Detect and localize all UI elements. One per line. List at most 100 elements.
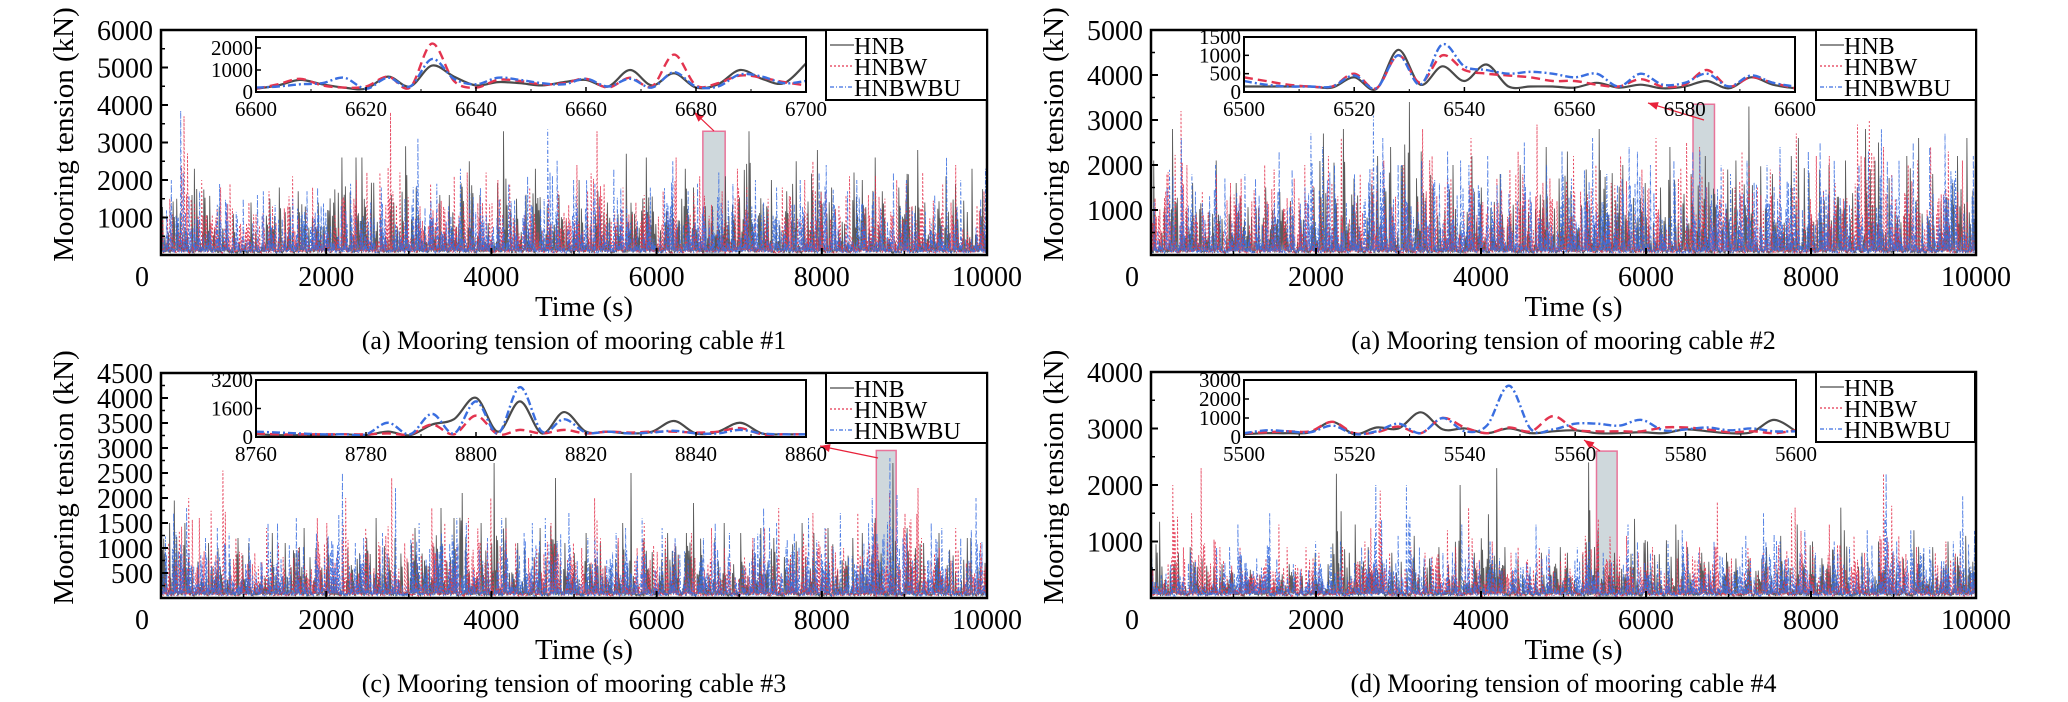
inset-x-tick-label: 6600	[1774, 97, 1816, 121]
panel-caption: (a) Mooring tension of mooring cable #2	[1351, 326, 1776, 355]
inset-y-tick-label: 1000	[1199, 43, 1241, 67]
inset-y-tick-label: 3000	[1199, 368, 1241, 392]
series-hnbw-line	[1151, 468, 1976, 598]
legend-label-hnbwbu: HNBWBU	[1844, 76, 1951, 102]
zoom-arrow-head	[820, 444, 831, 452]
y-tick-label: 3000	[1087, 106, 1143, 137]
legend-label-hnbwbu: HNBWBU	[1844, 418, 1951, 444]
zoom-arrow-head	[1648, 102, 1659, 110]
y-tick-label: 500	[111, 559, 153, 590]
inset-x-tick-label: 5500	[1223, 442, 1265, 466]
inset-x-tick-label: 6520	[1333, 97, 1375, 121]
x-tick-label: 8000	[1783, 262, 1839, 293]
y-axis-label: Mooring tension (kN)	[48, 350, 80, 605]
legend-label-hnbw: HNBW	[1844, 397, 1918, 423]
legend-label-hnb: HNB	[1844, 376, 1895, 402]
y-tick-label: 4000	[97, 91, 153, 122]
y-tick-label: 2000	[97, 166, 153, 197]
legend-box	[1815, 371, 1976, 443]
inset-x-tick-label: 8780	[345, 442, 387, 466]
panel-4: 0 2000 4000 6000 8000 100001000200030004000Ti…	[1038, 350, 2011, 698]
inset-background	[1244, 37, 1795, 92]
inset-y-tick-label: 2000	[1199, 387, 1241, 411]
x-tick-label: 10000	[952, 605, 1022, 636]
y-tick-label: 2000	[97, 484, 153, 515]
inset-x-tick-label: 6640	[455, 97, 497, 121]
legend-label-hnbw: HNBW	[1844, 55, 1918, 81]
zoom-arrow-head	[1584, 440, 1595, 449]
y-tick-label: 5000	[97, 54, 153, 85]
legend-box	[825, 372, 988, 444]
legend-label-hnbwbu: HNBWBU	[854, 419, 961, 445]
y-axis-label: Mooring tension (kN)	[1038, 7, 1070, 262]
inset-x-tick-label: 6540	[1443, 97, 1485, 121]
inset-series-hnbwbu-line	[1243, 43, 1796, 90]
inset-series-hnbwbu-line	[255, 57, 807, 90]
legend-box	[825, 29, 988, 101]
y-tick-label: 3000	[97, 434, 153, 465]
legend-label-hnb: HNB	[854, 377, 905, 403]
inset-x-tick-label: 6560	[1554, 97, 1596, 121]
inset-series-hnbwbu-line	[255, 385, 807, 437]
x-tick-label: 2000	[1288, 605, 1344, 636]
inset-x-tick-label: 5580	[1665, 442, 1707, 466]
series-hnbwbu-line	[1151, 115, 1976, 255]
x-tick-label: 2000	[298, 605, 354, 636]
inset-y-tick-label: 1600	[211, 397, 253, 421]
x-tick-label: 0	[135, 605, 149, 636]
inset-plot: 8760 8780 8800 8820 8840 8860 0 1600 3200	[211, 368, 827, 466]
x-tick-label: 2000	[1288, 262, 1344, 293]
series-hnbwbu-line	[161, 110, 987, 255]
y-tick-label: 2500	[97, 459, 153, 490]
inset-y-tick-label: 500	[1210, 62, 1242, 86]
x-tick-label: 8000	[794, 262, 850, 293]
inset-x-tick-label: 6680	[675, 97, 717, 121]
x-tick-label: 4000	[463, 262, 519, 293]
inset-x-tick-label: 8760	[235, 442, 277, 466]
panel-caption: (c) Mooring tension of mooring cable #3	[362, 669, 787, 698]
inset-y-tick-label: 2000	[211, 36, 253, 60]
inset-x-tick-label: 6500	[1223, 97, 1265, 121]
legend-box	[1815, 29, 1977, 101]
y-tick-label: 3500	[97, 409, 153, 440]
x-tick-label: 6000	[1618, 262, 1674, 293]
inset-x-tick-label: 8820	[565, 442, 607, 466]
inset-x-tick-label: 5600	[1775, 442, 1817, 466]
inset-y-tick-label: 1000	[1199, 406, 1241, 430]
y-tick-label: 4000	[1087, 358, 1143, 389]
x-axis-label: Time (s)	[1524, 634, 1622, 666]
inset-y-tick-label: 0	[243, 425, 254, 449]
legend-label-hnb: HNB	[1844, 34, 1895, 60]
inset-x-tick-label: 8840	[675, 442, 717, 466]
y-tick-label: 3000	[1087, 415, 1143, 446]
panel-2: 0 2000 4000 6000 8000 10000100020003000400050…	[1038, 7, 2011, 355]
series-hnbwbu-line	[1151, 473, 1976, 598]
series-hnbw-line	[1151, 110, 1976, 255]
x-tick-label: 8000	[1783, 605, 1839, 636]
legend-label-hnbw: HNBW	[854, 398, 928, 424]
inset-series-hnbw-line	[1243, 414, 1797, 436]
x-axis-label: Time (s)	[535, 634, 633, 666]
inset-y-tick-label: 0	[1231, 425, 1242, 449]
inset-x-tick-label: 8800	[455, 442, 497, 466]
inset-x-tick-label: 6580	[1664, 97, 1706, 121]
panel-3: 0 2000 4000 6000 8000 10000500100015002000250…	[48, 350, 1022, 698]
inset-y-tick-label: 0	[1231, 80, 1242, 104]
inset-y-tick-label: 1000	[211, 58, 253, 82]
y-tick-label: 4000	[97, 384, 153, 415]
inset-x-tick-label: 6700	[785, 97, 827, 121]
y-tick-label: 4500	[97, 359, 153, 390]
inset-y-tick-label: 1500	[1199, 25, 1241, 49]
y-axis-label: Mooring tension (kN)	[1038, 350, 1070, 605]
x-tick-label: 6000	[1618, 605, 1674, 636]
y-tick-label: 6000	[97, 16, 153, 47]
series-hnbwbu-line	[161, 457, 987, 598]
y-tick-label: 2000	[1087, 151, 1143, 182]
y-tick-label: 1000	[97, 534, 153, 565]
x-tick-label: 6000	[629, 605, 685, 636]
legend-label-hnbw: HNBW	[854, 55, 928, 81]
